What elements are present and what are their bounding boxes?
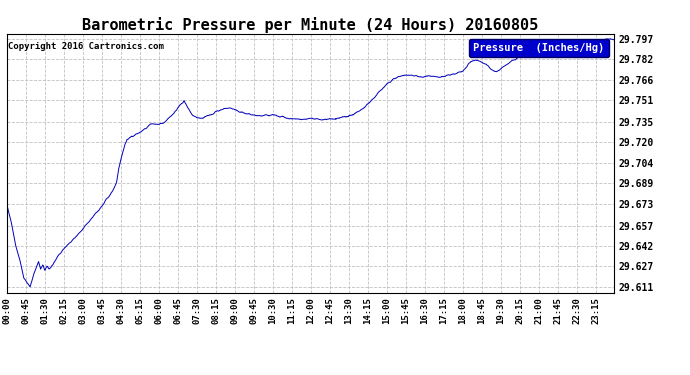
Text: Copyright 2016 Cartronics.com: Copyright 2016 Cartronics.com (8, 42, 164, 51)
Title: Barometric Pressure per Minute (24 Hours) 20160805: Barometric Pressure per Minute (24 Hours… (82, 16, 539, 33)
Legend: Pressure  (Inches/Hg): Pressure (Inches/Hg) (469, 39, 609, 57)
